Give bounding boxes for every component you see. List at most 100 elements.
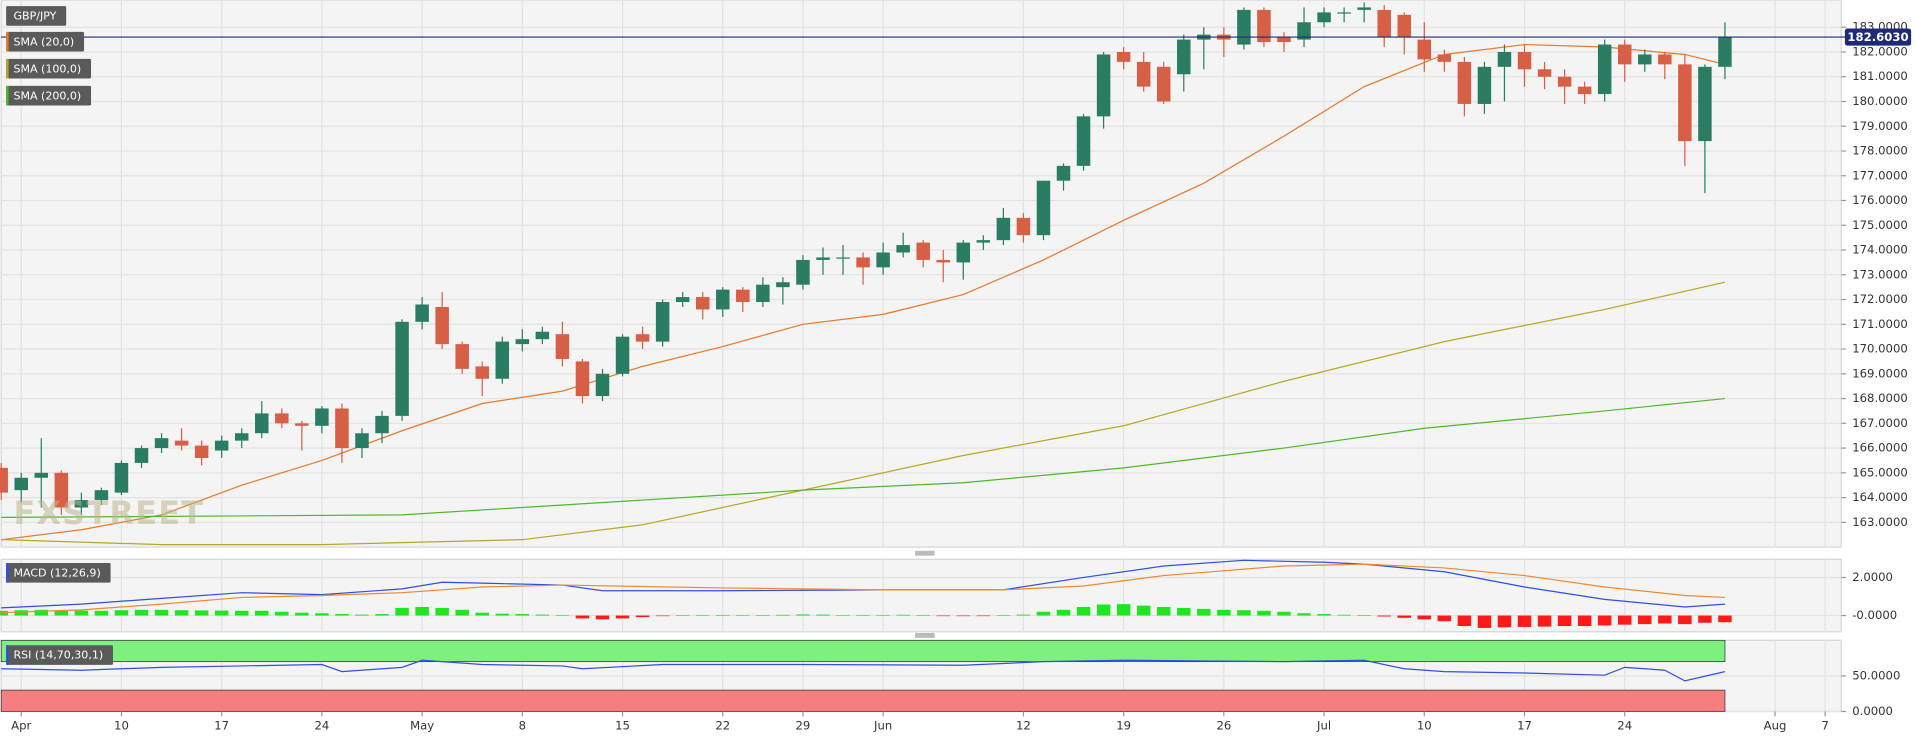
y-tick-label: 170.0000 [1852, 342, 1908, 356]
rsi-band [0, 639, 1726, 663]
histogram-bar [395, 607, 409, 616]
histogram-bar [1337, 614, 1351, 616]
y-tick-label: 180.0000 [1852, 94, 1908, 108]
legend-swatch [6, 645, 9, 665]
candle-body [535, 331, 550, 340]
candle-body [896, 245, 910, 253]
y-tick-label: 164.0000 [1852, 490, 1908, 504]
x-tick-label: 17 [1517, 719, 1532, 733]
legend-box [6, 58, 92, 79]
histogram-bar [575, 615, 590, 619]
histogram-bar [1257, 610, 1271, 616]
histogram-bar [275, 611, 289, 616]
candle-body [1237, 9, 1251, 45]
legend-swatch [6, 85, 9, 106]
y-tick-label: 2.0000 [1852, 570, 1893, 584]
histogram-bar [34, 609, 49, 616]
y-tick-label: 173.0000 [1852, 267, 1908, 281]
y-tick-label: 177.0000 [1852, 168, 1908, 182]
legend-swatch [6, 58, 9, 79]
histogram-bar [1217, 609, 1231, 616]
price-tag-label: 182.6030 [1847, 30, 1908, 44]
candle-body [1417, 39, 1432, 60]
candle-body [1357, 7, 1371, 10]
histogram-bar [234, 610, 249, 616]
candle-body [1678, 64, 1692, 142]
candle-body [234, 433, 249, 441]
legend-swatch [6, 31, 9, 52]
candle-body [615, 336, 630, 374]
histogram-bar [956, 615, 971, 617]
y-tick-label: 182.0000 [1852, 44, 1908, 58]
histogram-bar [335, 614, 349, 616]
histogram-bar [1477, 615, 1492, 628]
histogram-bar [916, 615, 930, 616]
histogram-bar [295, 612, 309, 616]
candle-body [1638, 54, 1652, 65]
legend-label: SMA (20,0) [13, 35, 74, 48]
histogram-bar [1597, 615, 1612, 626]
legend-swatch [6, 563, 9, 583]
histogram-bar [315, 613, 329, 616]
candle-body [796, 259, 810, 285]
histogram-bar [495, 613, 510, 616]
indicator-line [1, 659, 1726, 682]
histogram-bar [1698, 615, 1712, 623]
candle-body [415, 304, 429, 322]
candle-body [1036, 180, 1051, 236]
y-tick-label: 168.0000 [1852, 391, 1908, 405]
histogram-bar [1056, 609, 1071, 616]
histogram-bar [1678, 615, 1692, 625]
histogram-bar [1317, 614, 1331, 616]
candle-body [716, 289, 730, 310]
histogram-bar [736, 614, 750, 616]
x-tick-label: 15 [615, 719, 630, 733]
candle-body [1136, 61, 1151, 87]
histogram-bar [1617, 615, 1632, 625]
x-tick-label: 24 [1617, 719, 1632, 733]
legend-label: RSI (14,70,30,1) [13, 649, 103, 662]
candle-body [74, 500, 89, 508]
histogram-bar [255, 610, 269, 616]
candle-body [315, 408, 329, 426]
candle-body [936, 259, 950, 263]
candle-body [675, 297, 690, 303]
candle-body [776, 282, 790, 288]
x-tick-label: May [410, 719, 434, 733]
candle-body [1177, 39, 1191, 75]
y-tick-label: 172.0000 [1852, 292, 1908, 306]
histogram-bar [54, 610, 69, 616]
x-tick-label: 26 [1216, 719, 1231, 733]
histogram-bar [1197, 608, 1211, 616]
x-tick-label: 12 [1016, 719, 1031, 733]
histogram-bar [1437, 615, 1452, 622]
candle-body [1477, 66, 1492, 104]
histogram-bar [1497, 615, 1512, 628]
candle-body [14, 477, 28, 491]
histogram-bar [1277, 611, 1291, 616]
x-tick-label: Aug [1764, 719, 1787, 733]
histogram-bar [1557, 615, 1572, 627]
candle-body [1577, 86, 1592, 95]
candle-body [0, 467, 8, 493]
histogram-bar [475, 612, 489, 616]
candle-body [1718, 37, 1732, 67]
candle-body [916, 242, 930, 260]
candle-body [1597, 44, 1612, 95]
panel-handle [915, 550, 935, 556]
histogram-bar [1638, 615, 1652, 625]
legend-box [6, 645, 113, 665]
x-tick-label: 10 [1417, 719, 1432, 733]
candle-body [34, 472, 49, 478]
candle-body [876, 252, 890, 268]
histogram-bar [796, 614, 810, 616]
y-tick-label: 171.0000 [1852, 317, 1908, 331]
candle-body [54, 472, 69, 508]
histogram-bar [94, 610, 109, 616]
candle-body [1377, 9, 1391, 38]
histogram-bar [716, 615, 730, 616]
histogram-bar [114, 610, 129, 616]
histogram-bar [415, 606, 429, 616]
histogram-bar [635, 615, 650, 618]
histogram-bar [1577, 615, 1592, 627]
